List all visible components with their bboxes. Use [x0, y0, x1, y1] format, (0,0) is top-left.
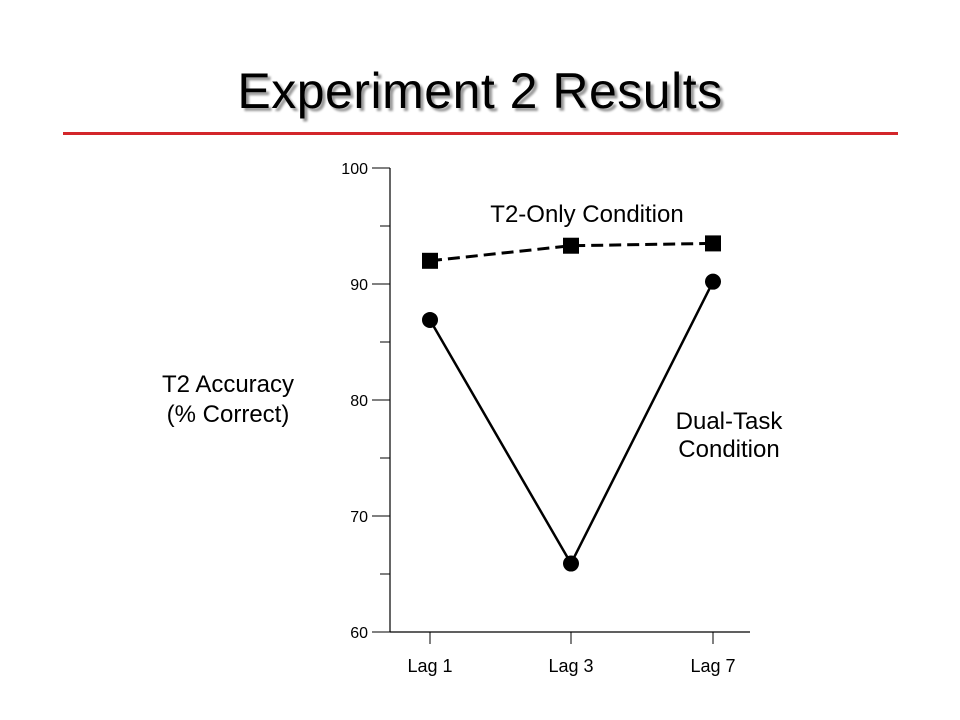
series-label-t2-only: T2-Only Condition [490, 201, 683, 228]
series-t2-only [422, 235, 721, 269]
chart-axes: 60 70 80 90 100 Lag 1 Lag 3 Lag 7 [341, 161, 750, 676]
y-tick-label: 60 [350, 625, 368, 642]
x-tick-label: Lag 7 [690, 656, 735, 676]
data-point-square [563, 237, 579, 254]
y-tick-label: 80 [350, 393, 368, 410]
series-line [428, 281, 715, 567]
series-dual-task [422, 273, 721, 572]
slide-title: Experiment 2 Results [237, 63, 723, 119]
series-line [429, 241, 714, 263]
x-tick-label: Lag 1 [407, 656, 452, 676]
series-label-dual-task: Condition [678, 436, 779, 463]
x-tick-label: Lag 3 [548, 656, 593, 676]
data-point-circle [422, 311, 438, 328]
y-axis-label: (% Correct) [167, 401, 290, 428]
data-point-square [422, 252, 438, 269]
y-tick-label: 100 [341, 161, 368, 178]
y-tick-label: 70 [350, 509, 368, 526]
series-label-dual-task: Dual-Task [676, 408, 784, 435]
title-divider [63, 132, 898, 135]
y-tick-label: 90 [350, 277, 368, 294]
chart-series [422, 235, 721, 572]
chart-labels: T2 Accuracy (% Correct) T2-Only Condition D… [162, 201, 783, 463]
y-axis-label: T2 Accuracy [162, 371, 294, 398]
data-point-square [705, 235, 721, 252]
data-point-circle [563, 555, 579, 572]
data-point-circle [705, 273, 721, 290]
